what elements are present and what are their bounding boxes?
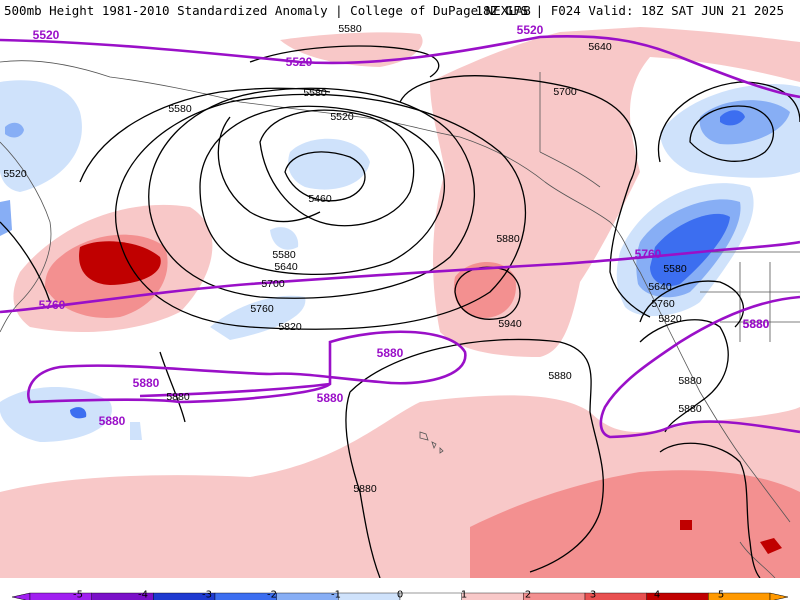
contour-label: 5580 bbox=[272, 249, 296, 261]
contour-label: 5820 bbox=[278, 321, 302, 333]
negative-anomaly-shading bbox=[0, 80, 800, 442]
contour-label: 5880 bbox=[377, 346, 404, 360]
colorbar-tick-label: -1 bbox=[331, 589, 341, 600]
colorbar-segment bbox=[523, 592, 586, 600]
colorbar-arrow-left bbox=[11, 592, 31, 600]
contour-label: 5700 bbox=[553, 86, 577, 98]
colorbar-tick-label: 1 bbox=[461, 589, 467, 600]
contour-label: 5520 bbox=[33, 28, 60, 42]
contour-label: 5520 bbox=[3, 168, 27, 180]
anomaly-map: 5520 5520 5520 5760 5760 5880 5880 5880 5880 5880… bbox=[0, 22, 800, 578]
product-title: 500mb Height 1981-2010 Standardized Anom… bbox=[4, 3, 531, 18]
contour-label: 5580 bbox=[663, 263, 687, 275]
contour-label: 5820 bbox=[658, 313, 682, 325]
contour-label: 5640 bbox=[588, 41, 612, 53]
colorbar-segment bbox=[399, 592, 462, 600]
contour-label: 5880 bbox=[548, 370, 572, 382]
climatology-contours bbox=[0, 34, 800, 439]
colorbar-legend: -5 -4 -3 -2 -1 0 1 2 3 4 5 bbox=[0, 578, 800, 600]
contour-label: 5880 bbox=[743, 317, 770, 331]
contour-label: 5580 bbox=[303, 87, 327, 99]
contour-label: 5880 bbox=[166, 391, 190, 403]
contour-label: 5760 bbox=[635, 247, 662, 261]
contour-label: 5520 bbox=[517, 23, 544, 37]
contour-label: 5640 bbox=[274, 261, 298, 273]
contour-label: 5580 bbox=[338, 23, 362, 35]
contour-label: 5460 bbox=[308, 193, 332, 205]
contour-label: 5880 bbox=[99, 414, 126, 428]
colorbar-tick-label: -3 bbox=[202, 589, 212, 600]
contour-label: 5880 bbox=[678, 403, 702, 415]
colorbar-arrow-right bbox=[769, 592, 789, 600]
contour-label: 5940 bbox=[498, 318, 522, 330]
contour-label: 5880 bbox=[133, 376, 160, 390]
contour-label: 5520 bbox=[330, 111, 354, 123]
colorbar-tick-label: 4 bbox=[654, 589, 660, 600]
contour-label: 5880 bbox=[353, 483, 377, 495]
contour-label: 5640 bbox=[648, 281, 672, 293]
colorbar-tick-label: -4 bbox=[138, 589, 148, 600]
colorbar-tick-label: -2 bbox=[267, 589, 277, 600]
colorbar-segment bbox=[338, 592, 401, 600]
contour-label: 5580 bbox=[168, 103, 192, 115]
contour-label: 5760 bbox=[651, 298, 675, 310]
colorbar-tick-label: 5 bbox=[718, 589, 724, 600]
positive-anomaly-shading bbox=[0, 27, 800, 578]
height-contours bbox=[0, 45, 800, 578]
header: 500mb Height 1981-2010 Standardized Anom… bbox=[0, 0, 800, 22]
colorbar-segment bbox=[461, 592, 524, 600]
contour-label: 5760 bbox=[39, 298, 66, 312]
contour-label: 5520 bbox=[286, 55, 313, 69]
contour-label: 5880 bbox=[678, 375, 702, 387]
contour-label: 5880 bbox=[496, 233, 520, 245]
contour-label: 5760 bbox=[250, 303, 274, 315]
colorbar-segment bbox=[276, 592, 339, 600]
contour-label: 5700 bbox=[261, 278, 285, 290]
colorbar-tick-label: -5 bbox=[73, 589, 83, 600]
colorbar-tick-label: 2 bbox=[525, 589, 531, 600]
colorbar-tick-label: 3 bbox=[590, 589, 596, 600]
contour-label: 5880 bbox=[743, 317, 770, 331]
contour-labels: 5520 5520 5520 5760 5760 5880 5880 5880 5880 5880… bbox=[3, 23, 770, 495]
colorbar-tick-label: 0 bbox=[397, 589, 403, 600]
contour-label: 5880 bbox=[317, 391, 344, 405]
model-run-info: 18Z GFS | F024 Valid: 18Z SAT JUN 21 202… bbox=[475, 3, 784, 18]
